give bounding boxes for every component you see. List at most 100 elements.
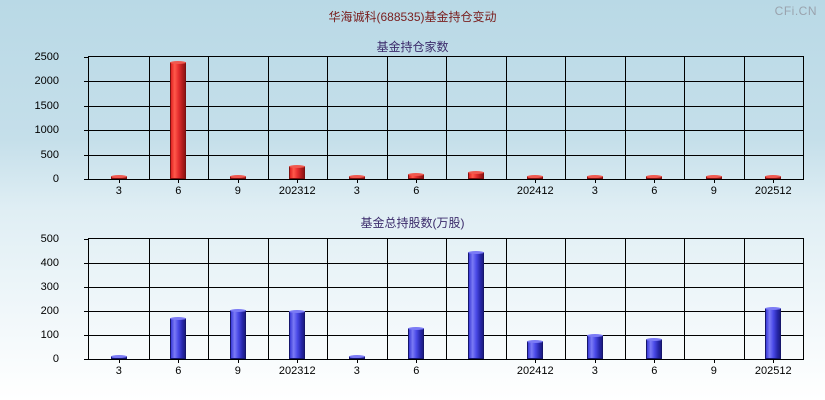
bar-cap xyxy=(408,172,425,176)
bar-cap xyxy=(170,60,187,64)
plot-area-bottom: 0 100 200 300 400 500 3 6 9 202312 3 6 202412 3 6 9 2025… xyxy=(41,233,804,377)
x-axis-tick xyxy=(118,179,120,183)
bar-cap xyxy=(229,175,246,178)
gridline-vertical xyxy=(505,239,507,359)
bar[interactable] xyxy=(408,172,425,179)
bar-cap xyxy=(110,355,127,358)
x-axis-label: 9 xyxy=(234,185,241,197)
x-axis-label: 3 xyxy=(115,365,122,377)
gridline-vertical xyxy=(446,57,447,179)
x-axis-label: 202412 xyxy=(516,185,554,197)
x-axis-label: 6 xyxy=(175,365,182,377)
x-axis-tick xyxy=(654,179,656,183)
x-axis-label: 3 xyxy=(353,185,360,197)
x-axis-tick xyxy=(654,359,656,363)
x-axis-label: 3 xyxy=(115,185,122,197)
bar[interactable] xyxy=(170,317,187,359)
x-axis-label: 6 xyxy=(175,185,182,197)
chart-bottom-title: 基金总持股数(万股) xyxy=(360,216,465,230)
gridline-vertical xyxy=(743,239,745,359)
x-axis-label: 9 xyxy=(710,185,717,197)
x-axis-tick xyxy=(416,179,418,183)
gridline-vertical xyxy=(267,239,269,359)
fund-holders-count-chart: 0 500 1000 1500 2000 2500 3 6 9 202312 3 6 202412 3 6 9… xyxy=(0,51,825,204)
bar[interactable] xyxy=(408,327,425,359)
x-axis-tick xyxy=(356,179,358,183)
y-axis-tick xyxy=(84,179,89,180)
x-axis-label: 202512 xyxy=(754,185,792,197)
bar[interactable] xyxy=(646,175,663,179)
bar[interactable] xyxy=(467,251,484,359)
bar[interactable] xyxy=(110,355,127,359)
bar-cap xyxy=(467,171,484,175)
y-axis-tick xyxy=(84,335,89,336)
bar[interactable] xyxy=(348,355,365,359)
bar-cap xyxy=(765,307,782,311)
x-axis-tick xyxy=(535,359,537,363)
x-axis-tick xyxy=(416,359,418,363)
x-axis-tick xyxy=(535,179,537,183)
y-axis-tick xyxy=(84,81,89,83)
bar[interactable] xyxy=(705,175,722,179)
chart-top-title: 基金持仓家数 xyxy=(376,40,449,54)
gridline-vertical xyxy=(148,239,150,359)
bar-cap xyxy=(289,310,306,313)
x-axis-tick xyxy=(713,359,715,363)
x-axis-tick xyxy=(178,179,180,183)
bar[interactable] xyxy=(229,308,246,359)
bar[interactable] xyxy=(170,60,187,179)
x-axis-label: 202312 xyxy=(278,185,316,197)
y-axis-label: 2500 xyxy=(34,51,59,63)
bar-cap xyxy=(765,175,782,178)
gridline-vertical xyxy=(327,239,328,359)
y-axis-tick xyxy=(84,130,89,132)
bar[interactable] xyxy=(586,334,603,359)
y-axis-label: 0 xyxy=(52,353,59,365)
bar[interactable] xyxy=(348,175,365,179)
bar-cap xyxy=(586,175,603,178)
x-axis-label: 9 xyxy=(710,365,717,377)
bar-cap xyxy=(527,175,544,178)
plot-area-top: 0 500 1000 1500 2000 2500 3 6 9 202312 3 6 202412 3 6 9… xyxy=(35,51,804,197)
x-axis-label: 6 xyxy=(651,365,658,377)
gridline-vertical xyxy=(565,57,566,179)
bar-cap xyxy=(705,175,722,178)
bar-cap xyxy=(110,175,127,178)
gridline-vertical xyxy=(684,239,685,359)
page-title: 华海诚科(688535)基金持仓变动 xyxy=(328,10,497,24)
y-axis-tick xyxy=(84,105,89,107)
y-axis-label: 500 xyxy=(40,148,59,161)
bar[interactable] xyxy=(110,175,127,179)
y-axis-tick xyxy=(84,359,89,360)
bar[interactable] xyxy=(527,340,544,359)
gridline-vertical xyxy=(624,57,626,179)
bar[interactable] xyxy=(229,175,246,179)
bar[interactable] xyxy=(289,165,306,179)
bar[interactable] xyxy=(586,175,603,179)
y-axis-tick xyxy=(84,263,89,264)
y-axis-tick xyxy=(84,239,89,240)
bar[interactable] xyxy=(289,310,306,359)
bar-cap xyxy=(646,338,663,342)
gridline-vertical xyxy=(267,57,269,179)
gridline-vertical xyxy=(208,239,209,359)
x-axis-label: 202412 xyxy=(516,365,554,377)
gridline-vertical xyxy=(327,57,328,179)
bar[interactable] xyxy=(646,338,663,359)
x-axis-label: 3 xyxy=(353,365,360,377)
bar[interactable] xyxy=(527,175,544,179)
y-axis-label: 400 xyxy=(40,257,59,269)
x-axis-tick xyxy=(773,359,775,363)
bar[interactable] xyxy=(765,175,782,179)
x-axis-label: 6 xyxy=(651,185,658,197)
y-axis-label: 1500 xyxy=(34,99,59,112)
bar-cap xyxy=(467,251,484,255)
gridline-vertical xyxy=(148,57,150,179)
bar[interactable] xyxy=(467,171,484,179)
y-axis-label: 500 xyxy=(40,233,59,245)
x-axis-tick xyxy=(237,179,239,183)
bar-cap xyxy=(646,175,663,178)
bar[interactable] xyxy=(765,307,782,359)
fund-total-shares-chart: 0 100 200 300 400 500 3 6 9 202312 3 6 202412 3 6 9 2025… xyxy=(0,233,825,388)
